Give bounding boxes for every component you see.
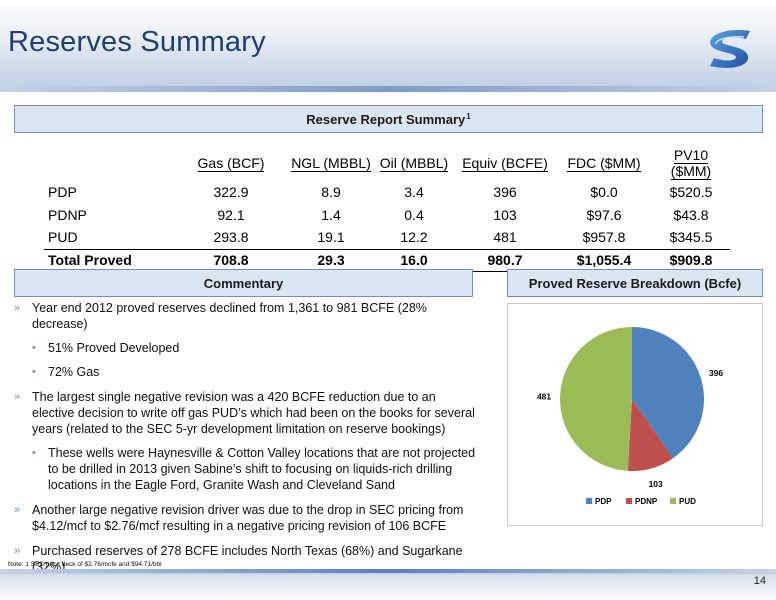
table-cell: 3.4 (404, 183, 424, 200)
page-number: 14 (753, 575, 766, 587)
table-cell: $43.8 (673, 206, 709, 223)
commentary-title: Commentary (203, 275, 284, 291)
bullet-marker: » (14, 504, 21, 516)
commentary-text: Year end 2012 proved reserves declined f… (32, 301, 427, 331)
pie-slice-pdp (632, 327, 704, 459)
table-cell: 29.3 (288, 248, 374, 272)
column-header: Gas (BCF) (197, 155, 265, 172)
table-cell: 103 (493, 206, 517, 223)
table-header-row: Gas (BCF) NGL (MBBL) Oil (MBBL) Equiv (B… (44, 145, 730, 180)
legend-label: PUD (679, 497, 696, 506)
footnote-text: Note: 1 SEC price deck of $2.76/mcfe and… (8, 561, 162, 568)
table-cell: 708.8 (174, 248, 288, 272)
reserve-summary-table: Gas (BCF) NGL (MBBL) Oil (MBBL) Equiv (B… (44, 145, 730, 272)
table-cell: PDNP (48, 206, 87, 223)
legend-label: PDNP (635, 497, 658, 506)
reserve-summary-header: Reserve Report Summary 1 (14, 105, 763, 133)
footer-band (0, 569, 776, 600)
legend-swatch (670, 498, 676, 504)
table-cell: $1,055.4 (556, 248, 652, 272)
commentary-subitem: • 51% Proved Developed (14, 340, 480, 356)
bullet-marker: » (14, 545, 21, 557)
commentary-item: » The largest single negative revision wa… (14, 389, 480, 493)
commentary-subtext: 72% Gas (48, 365, 100, 379)
footnote-marker: 1 (466, 111, 471, 121)
bullet-marker: » (14, 302, 21, 314)
column-header: FDC ($MM) (567, 155, 641, 172)
table-cell: PUD (48, 229, 78, 246)
total-row: Total Proved 708.8 29.3 16.0 980.7 $1,05… (44, 248, 730, 272)
commentary-subtext: 51% Proved Developed (48, 341, 180, 355)
table-cell: PDP (48, 183, 77, 200)
commentary-list: » Year end 2012 proved reserves declined … (14, 300, 480, 584)
commentary-header: Commentary (14, 269, 473, 297)
table-cell: 293.8 (213, 229, 249, 246)
column-header: Oil (MBBL) (379, 155, 449, 172)
table-cell: 322.9 (213, 183, 249, 200)
pie-data-label: 481 (537, 391, 551, 401)
column-header (44, 145, 174, 180)
pie-slice-pdnp (627, 399, 673, 471)
table-cell: 12.2 (400, 229, 428, 246)
reserve-summary-title: Reserve Report Summary (306, 111, 466, 127)
commentary-item: » Another large negative revision driver … (14, 502, 480, 534)
chart-panel-header: Proved Reserve Breakdown (Bcfe) (507, 269, 763, 297)
commentary-subtext: These wells were Haynesville & Cotton Va… (48, 446, 476, 492)
table-cell: 16.0 (374, 248, 454, 272)
pie-chart: 396 103 481 PDP PDNP PUD (537, 327, 723, 506)
legend-swatch (626, 498, 632, 504)
table-cell: 0.4 (404, 206, 424, 223)
bullet-marker: » (14, 391, 21, 403)
table-cell: 8.9 (321, 183, 341, 200)
table-cell: 19.1 (317, 229, 345, 246)
pie-data-label: 396 (709, 368, 723, 378)
table-row: PDP 322.9 8.9 3.4 396 $0.0 $520.5 (44, 180, 730, 203)
table-cell: $345.5 (669, 229, 713, 246)
table-cell: 481 (493, 229, 517, 246)
commentary-text: Another large negative revision driver w… (32, 503, 464, 533)
company-logo-icon (710, 30, 750, 68)
column-header: NGL (MBBL) (291, 155, 371, 172)
table-row: PDNP 92.1 1.4 0.4 103 $97.6 $43.8 (44, 203, 730, 226)
legend-label: PDP (595, 497, 612, 506)
table-cell: 1.4 (321, 206, 341, 223)
table-cell: $520.5 (669, 183, 713, 200)
table-cell: Total Proved (44, 248, 174, 272)
commentary-subitem: • 72% Gas (14, 364, 480, 380)
sub-bullet-marker: • (32, 447, 36, 459)
pie-chart-panel: 396 103 481 PDP PDNP PUD (507, 303, 763, 526)
pie-data-label: 103 (649, 479, 663, 489)
chart-panel-title: Proved Reserve Breakdown (Bcfe) (528, 275, 742, 291)
table-cell: $909.8 (652, 248, 730, 272)
page-title: Reserves Summary (8, 26, 266, 58)
table-cell: $957.8 (582, 229, 626, 246)
commentary-item: » Year end 2012 proved reserves declined … (14, 300, 480, 380)
sub-bullet-marker: • (32, 366, 36, 378)
table-row: PUD 293.8 19.1 12.2 481 $957.8 $345.5 (44, 226, 730, 249)
legend-swatch (586, 498, 592, 504)
column-header: Equiv (BCFE) (462, 155, 548, 172)
table-cell: 980.7 (454, 248, 556, 272)
table-cell: 92.1 (217, 206, 245, 223)
commentary-subitem: • These wells were Haynesville & Cotton V… (14, 445, 480, 493)
commentary-text: The largest single negative revision was… (32, 390, 475, 436)
pie-slice-pud (559, 327, 632, 471)
table-cell: $0.0 (590, 183, 618, 200)
title-stripe (0, 86, 776, 92)
footer-line (0, 569, 776, 573)
title-band (0, 0, 776, 92)
table-cell: 396 (493, 183, 517, 200)
sub-bullet-marker: • (32, 342, 36, 354)
table-cell: $97.6 (586, 206, 622, 223)
column-header: PV10 ($MM) (670, 147, 712, 180)
